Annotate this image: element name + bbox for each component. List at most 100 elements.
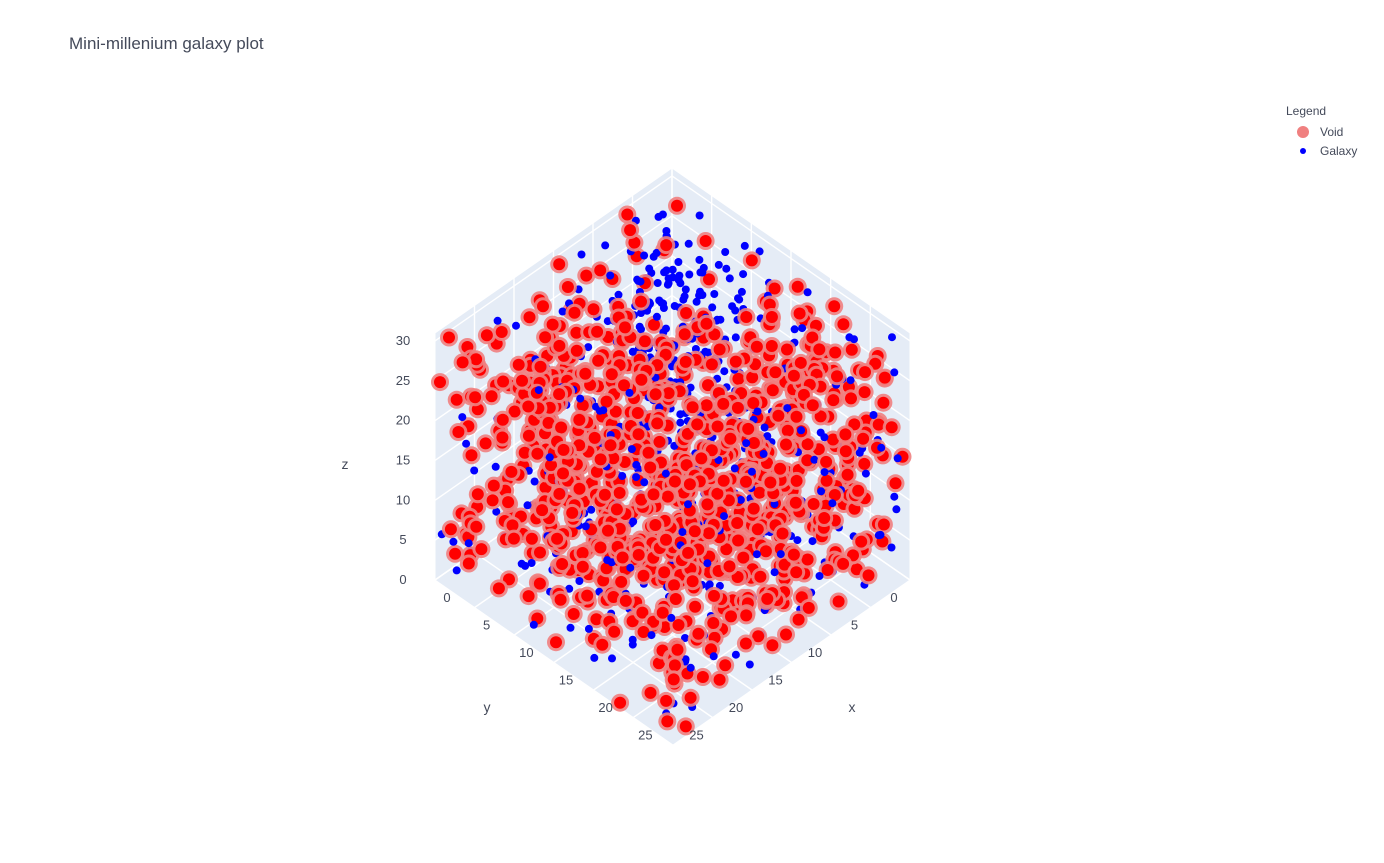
void-point xyxy=(703,273,715,286)
void-point xyxy=(536,504,549,517)
void-point xyxy=(791,280,804,293)
void-point xyxy=(713,673,726,686)
galaxy-point xyxy=(731,650,740,659)
void-point xyxy=(496,431,509,444)
legend-label-void: Void xyxy=(1320,124,1344,139)
galaxy-point xyxy=(685,270,694,279)
void-point xyxy=(624,224,637,237)
void-point xyxy=(766,639,779,652)
legend-item-void[interactable]: Void xyxy=(1286,122,1357,141)
galaxy-point xyxy=(632,473,641,482)
void-point xyxy=(725,610,737,623)
void-point xyxy=(580,269,593,282)
void-point xyxy=(635,493,648,506)
galaxy-point xyxy=(662,266,671,275)
void-point xyxy=(534,546,546,559)
galaxy-point xyxy=(545,453,554,462)
galaxy-point xyxy=(798,324,807,333)
galaxy-point xyxy=(725,274,734,283)
void-point xyxy=(802,601,815,614)
galaxy-point xyxy=(820,433,829,442)
void-point xyxy=(837,318,850,331)
void-point xyxy=(801,454,814,467)
void-point xyxy=(591,325,604,338)
void-point xyxy=(740,475,752,488)
galaxy-point xyxy=(739,270,748,279)
void-point xyxy=(705,358,718,371)
void-point xyxy=(848,418,861,431)
galaxy-point xyxy=(581,522,590,531)
legend-item-galaxy[interactable]: Galaxy xyxy=(1286,141,1357,160)
galaxy-point xyxy=(720,367,729,376)
void-point xyxy=(653,435,666,448)
x-tick-label: 5 xyxy=(483,618,490,633)
void-point xyxy=(699,235,712,247)
galaxy-point xyxy=(566,623,575,632)
x-tick-label: 20 xyxy=(598,700,612,715)
void-point xyxy=(628,236,641,249)
void-point xyxy=(556,558,569,570)
void-point xyxy=(814,410,827,423)
void-point xyxy=(765,311,778,323)
galaxy-point xyxy=(869,411,878,419)
void-point xyxy=(621,208,634,221)
axis-labels: x y z xyxy=(342,456,856,715)
galaxy-point xyxy=(709,652,718,661)
galaxy-point xyxy=(892,505,901,514)
galaxy-point xyxy=(637,309,645,317)
void-point xyxy=(456,356,469,369)
void-point xyxy=(497,375,510,388)
void-point xyxy=(471,403,484,416)
void-point xyxy=(790,566,803,579)
galaxy-point xyxy=(803,288,812,297)
galaxy-point xyxy=(667,613,676,622)
galaxy-point xyxy=(599,406,608,415)
galaxy-point xyxy=(640,251,649,260)
void-point xyxy=(678,328,691,341)
void-point xyxy=(852,484,865,497)
void-point xyxy=(857,432,870,445)
void-point xyxy=(789,496,802,509)
void-point xyxy=(717,474,730,487)
void-point xyxy=(587,303,600,316)
void-point xyxy=(781,424,794,437)
void-point xyxy=(667,673,680,686)
void-point xyxy=(508,405,521,418)
void-point xyxy=(652,657,665,670)
void-point xyxy=(557,467,569,480)
galaxy-point xyxy=(893,454,902,463)
galaxy-point xyxy=(752,550,761,559)
void-point xyxy=(732,534,745,547)
galaxy-point xyxy=(755,247,764,256)
void-point xyxy=(642,446,655,459)
void-point xyxy=(644,686,657,699)
galaxy-point xyxy=(491,462,500,471)
galaxy-point xyxy=(668,265,677,274)
void-point xyxy=(553,258,566,271)
void-point xyxy=(632,428,645,441)
void-point xyxy=(839,428,852,441)
void-point xyxy=(731,517,744,529)
void-point xyxy=(597,574,610,587)
x-axis-label: x xyxy=(849,699,856,715)
void-point xyxy=(731,571,744,583)
void-point xyxy=(554,593,567,606)
void-point xyxy=(691,418,704,431)
x-tick-label: 25 xyxy=(638,728,652,743)
void-point xyxy=(512,358,525,371)
void-point xyxy=(683,478,696,491)
void-point xyxy=(708,589,720,602)
void-point xyxy=(607,591,620,603)
galaxy-point xyxy=(626,563,635,572)
void-point xyxy=(492,582,505,595)
void-point xyxy=(479,437,492,450)
void-point xyxy=(686,575,699,588)
galaxy-point xyxy=(529,620,538,629)
void-point xyxy=(616,551,629,564)
y-tick-label: 20 xyxy=(729,700,743,715)
void-point xyxy=(648,318,660,331)
void-point xyxy=(793,307,806,320)
galaxy-point xyxy=(674,273,683,282)
galaxy-point xyxy=(684,500,692,509)
